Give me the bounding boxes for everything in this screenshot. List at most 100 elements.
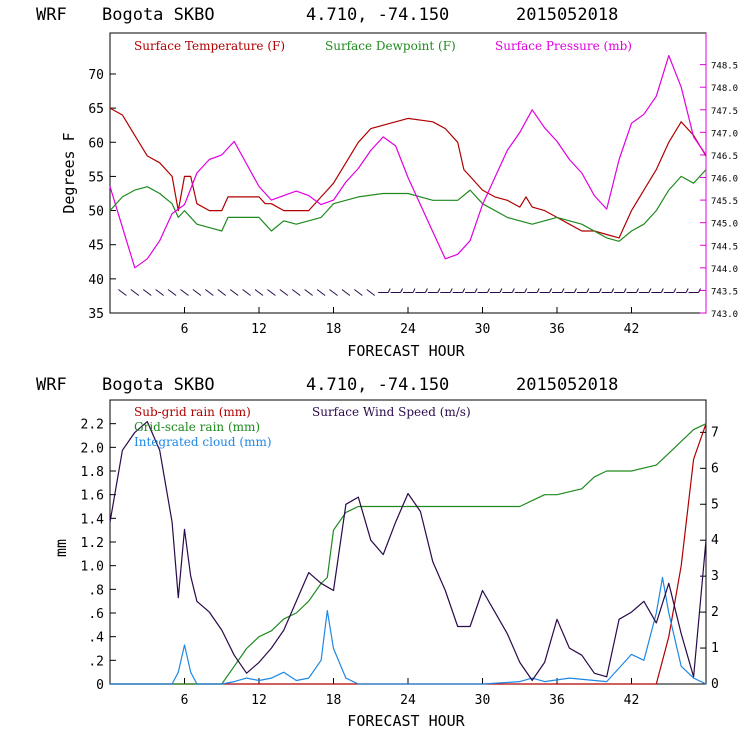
wind-barb — [180, 289, 189, 296]
panel-1-model: WRF — [36, 5, 67, 25]
y-tick-label: .4 — [88, 631, 104, 646]
wind-barb-flag — [474, 288, 478, 293]
x-tick-label: 42 — [624, 693, 640, 708]
panel-1-coords: 4.710, -74.150 — [306, 5, 449, 25]
wind-barb-flag — [698, 288, 702, 293]
wind-barb — [167, 289, 177, 296]
wind-barbs — [118, 288, 702, 296]
panel-2-series — [109, 421, 707, 685]
wind-barb-flag — [412, 288, 416, 293]
x-tick-label: 12 — [251, 693, 267, 708]
wind-barb-flag — [648, 288, 652, 293]
wind-barb-flag — [387, 288, 391, 293]
y2-tick-label: 6 — [711, 461, 719, 476]
y-tick-label: 35 — [88, 307, 104, 322]
panel-1-header: WRF Bogota SKBO 4.710, -74.150 201505201… — [36, 5, 618, 25]
y-tick-label: .8 — [88, 583, 104, 598]
wind-barb — [254, 289, 264, 296]
wind-barb-flag — [400, 288, 404, 293]
series-surface-wind-speed-m-s — [109, 421, 707, 682]
wind-barb-flag — [623, 288, 627, 293]
wind-barb-flag — [598, 288, 602, 293]
y-tick-label: 1.6 — [81, 489, 104, 504]
wind-barb-flag — [424, 288, 428, 293]
x-tick-label: 42 — [624, 322, 640, 337]
y-tick-label: 1.2 — [81, 536, 104, 551]
x-tick-label: 36 — [549, 322, 565, 337]
wind-barb-flag — [462, 288, 466, 293]
series-surface-pressure-mb — [109, 54, 707, 269]
wind-barb-flag — [611, 288, 615, 293]
wind-barb — [354, 289, 363, 296]
wind-barb-flag — [673, 288, 677, 293]
wind-barb-flag — [499, 288, 503, 293]
wind-barb-flag — [685, 288, 689, 293]
panel-1-legend: Surface Temperature (F) Surface Dewpoint… — [134, 39, 632, 53]
y-tick-label: 50 — [88, 205, 104, 220]
wind-barb — [118, 289, 127, 296]
y-tick-label: 1.4 — [81, 512, 105, 527]
wind-barb — [130, 289, 140, 296]
series-sub-grid-rain-mm — [110, 423, 707, 685]
wind-barb — [366, 289, 376, 296]
wind-barb — [205, 289, 214, 296]
x-tick-label: 24 — [400, 693, 416, 708]
wind-barb — [155, 289, 164, 296]
y-tick-label: 1.8 — [81, 465, 104, 480]
wind-barb — [217, 289, 227, 296]
x-tick-label: 6 — [181, 322, 189, 337]
legend-gridscale-rain: Grid-scale rain (mm) — [134, 420, 260, 434]
panel-1-series — [109, 54, 707, 269]
wind-barb-flag — [573, 288, 577, 293]
wind-barb — [267, 289, 276, 296]
wind-barb-flag — [487, 288, 490, 293]
wind-barb-flag — [511, 288, 515, 293]
panel-1-y2-axis: 743.0 743.5 744.0 744.5 745.0 745.5 746.0 746.5… — [700, 62, 738, 320]
wind-barb-flag — [636, 288, 639, 293]
wind-barb — [279, 289, 289, 296]
panel-2-y2-axis: 0 1 2 3 4 5 6 7 — [700, 425, 719, 692]
x-tick-label: 6 — [181, 693, 189, 708]
legend-pressure: Surface Pressure (mb) — [495, 39, 632, 53]
wind-barb-flag — [449, 288, 453, 293]
y2-tick-label: 746.5 — [711, 152, 738, 162]
wind-barb-flag — [561, 288, 565, 293]
y2-tick-label: 746.0 — [711, 175, 738, 185]
y2-tick-label: 744.0 — [711, 265, 738, 275]
y2-tick-label: 745.0 — [711, 220, 738, 230]
y-tick-label: .2 — [88, 654, 104, 669]
panel-2-model: WRF — [36, 375, 67, 395]
series-grid-scale-rain-mm — [110, 423, 707, 685]
series-surface-temperature-f — [109, 107, 707, 239]
y2-tick-label: 7 — [711, 425, 719, 440]
series-surface-dewpoint-f — [109, 169, 707, 242]
y2-tick-label: 745.5 — [711, 197, 738, 207]
x-tick-label: 18 — [326, 322, 342, 337]
wind-barb — [316, 289, 326, 296]
panel-1-x-axis: 6 12 18 24 30 36 42 — [181, 307, 640, 337]
y2-tick-label: 744.5 — [711, 242, 738, 252]
wind-barb-flag — [586, 288, 590, 293]
panel-2-init-time: 2015052018 — [516, 375, 618, 395]
y2-tick-label: 747.0 — [711, 129, 738, 139]
wind-barb-flag — [549, 288, 553, 293]
y-tick-label: 65 — [88, 102, 104, 117]
wind-barb — [242, 289, 251, 296]
wind-barb — [142, 289, 152, 296]
y2-tick-label: 5 — [711, 497, 719, 512]
y2-tick-label: 743.5 — [711, 287, 738, 297]
panel-2-station: Bogota SKBO — [102, 375, 215, 395]
legend-temperature: Surface Temperature (F) — [134, 39, 285, 53]
y-tick-label: 0 — [96, 678, 104, 693]
x-tick-label: 12 — [251, 322, 267, 337]
panel-2-x-axis: 6 12 18 24 30 36 42 — [181, 678, 640, 708]
y-tick-label: 45 — [88, 239, 104, 254]
panel-1-init-time: 2015052018 — [516, 5, 618, 25]
panel-1-y-axis: 35 40 45 50 55 60 65 70 — [88, 68, 116, 322]
panel-2-header: WRF Bogota SKBO 4.710, -74.150 201505201… — [36, 375, 618, 395]
y-tick-label: 2.2 — [81, 418, 104, 433]
y-tick-label: 60 — [88, 136, 104, 151]
x-tick-label: 30 — [475, 693, 491, 708]
y-tick-label: 40 — [88, 273, 104, 288]
